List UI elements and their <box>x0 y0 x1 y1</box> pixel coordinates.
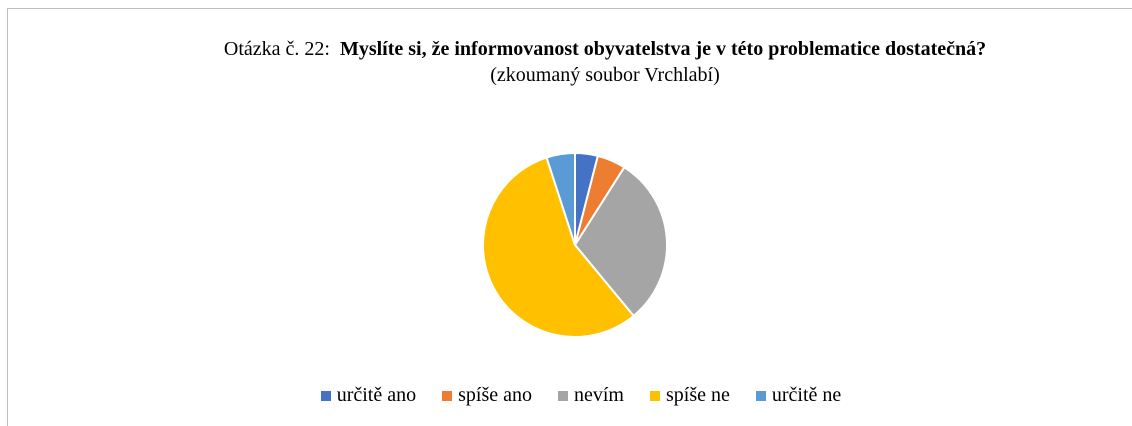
legend-item: spíše ano <box>442 384 532 407</box>
legend-label: spíše ano <box>458 384 532 406</box>
legend-item: určitě ne <box>755 384 842 407</box>
legend-swatch <box>320 390 331 401</box>
pie-slice <box>482 156 636 338</box>
legend: určitě ano spíše ano nevím spíše ne určitě n… <box>0 384 1132 407</box>
legend-swatch <box>558 390 568 401</box>
chart-frame <box>7 8 1132 426</box>
legend-item: určitě ano <box>320 384 417 407</box>
legend-label: určitě ano <box>336 384 417 406</box>
legend-label: nevím <box>574 384 624 406</box>
chart-title: Myslíte si, že informovanost obyvatelstv… <box>339 38 987 60</box>
legend-swatch <box>755 390 766 401</box>
chart-subtitle: (zkoumaný soubor Vrchlabí) <box>490 64 720 86</box>
legend-swatch <box>650 390 660 401</box>
title-label: Otázka č. 22: <box>223 38 330 60</box>
pie-slice <box>545 151 576 246</box>
chart-title-block: Otázka č. 22: Myslíte si, že informovano… <box>160 36 1050 88</box>
legend-item: spíše ne <box>650 384 730 407</box>
pie-slice <box>573 165 668 318</box>
legend-item: nevím <box>558 384 624 407</box>
legend-label: spíše ne <box>666 384 730 406</box>
legend-label: určitě ne <box>771 384 842 406</box>
legend-swatch <box>442 390 453 401</box>
